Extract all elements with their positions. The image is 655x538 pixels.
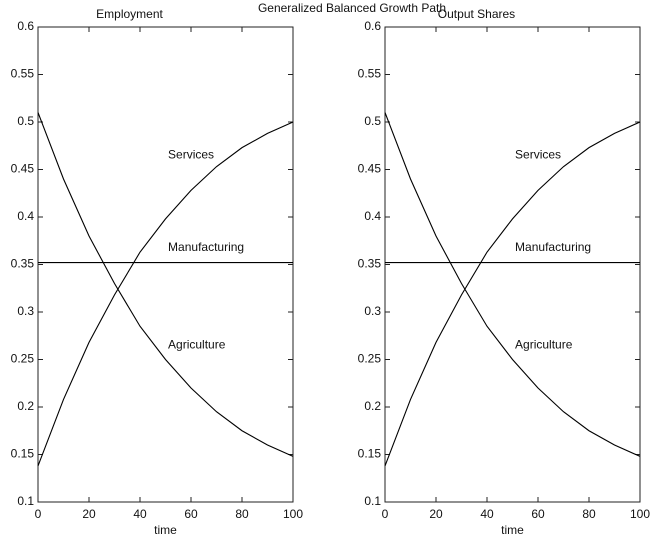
x-tick-label: 60 (531, 507, 545, 521)
x-axis-label: time (154, 523, 177, 537)
plot-frame (37, 26, 294, 503)
y-tick-label: 0.55 (11, 67, 35, 81)
series-label: Manufacturing (168, 240, 244, 254)
y-tick-label: 0.6 (17, 19, 34, 33)
y-tick-label: 0.45 (11, 162, 35, 176)
series-line (37, 112, 294, 457)
y-tick-label: 0.3 (17, 304, 34, 318)
subplot-title: Employment (96, 7, 163, 21)
x-tick-label: 60 (184, 507, 198, 521)
series-label: Services (168, 147, 214, 161)
x-tick-label: 100 (283, 507, 303, 521)
y-tick-label: 0.45 (358, 162, 382, 176)
x-tick-label: 20 (429, 507, 443, 521)
y-tick-label: 0.2 (17, 399, 34, 413)
y-tick-label: 0.1 (17, 494, 34, 508)
y-tick-label: 0.6 (364, 19, 381, 33)
y-tick-label: 0.4 (364, 209, 381, 223)
y-tick-label: 0.25 (11, 352, 35, 366)
x-tick-label: 80 (582, 507, 596, 521)
y-tick-label: 0.5 (364, 114, 381, 128)
y-tick-label: 0.2 (364, 399, 381, 413)
x-tick-label: 80 (235, 507, 249, 521)
series-label: Manufacturing (515, 240, 591, 254)
x-tick-label: 40 (480, 507, 494, 521)
series-label: Services (515, 147, 561, 161)
series-label: Agriculture (515, 337, 573, 351)
x-tick-label: 20 (82, 507, 96, 521)
series-label: Agriculture (168, 337, 226, 351)
y-tick-label: 0.1 (364, 494, 381, 508)
y-tick-label: 0.4 (17, 209, 34, 223)
plot-frame (384, 26, 641, 503)
y-tick-label: 0.5 (17, 114, 34, 128)
y-tick-label: 0.25 (358, 352, 382, 366)
x-tick-label: 0 (382, 507, 389, 521)
x-tick-label: 100 (630, 507, 650, 521)
x-axis-label: time (501, 523, 524, 537)
series-line (384, 121, 641, 467)
x-tick-label: 0 (35, 507, 42, 521)
series-line (384, 112, 641, 457)
y-tick-label: 0.35 (11, 257, 35, 271)
figure-title: Generalized Balanced Growth Path (258, 1, 446, 15)
y-tick-label: 0.15 (11, 447, 35, 461)
subplot-title: Output Shares (438, 7, 515, 21)
y-tick-label: 0.3 (364, 304, 381, 318)
y-tick-label: 0.55 (358, 67, 382, 81)
x-tick-label: 40 (133, 507, 147, 521)
series-line (37, 121, 294, 467)
y-tick-label: 0.35 (358, 257, 382, 271)
y-tick-label: 0.15 (358, 447, 382, 461)
